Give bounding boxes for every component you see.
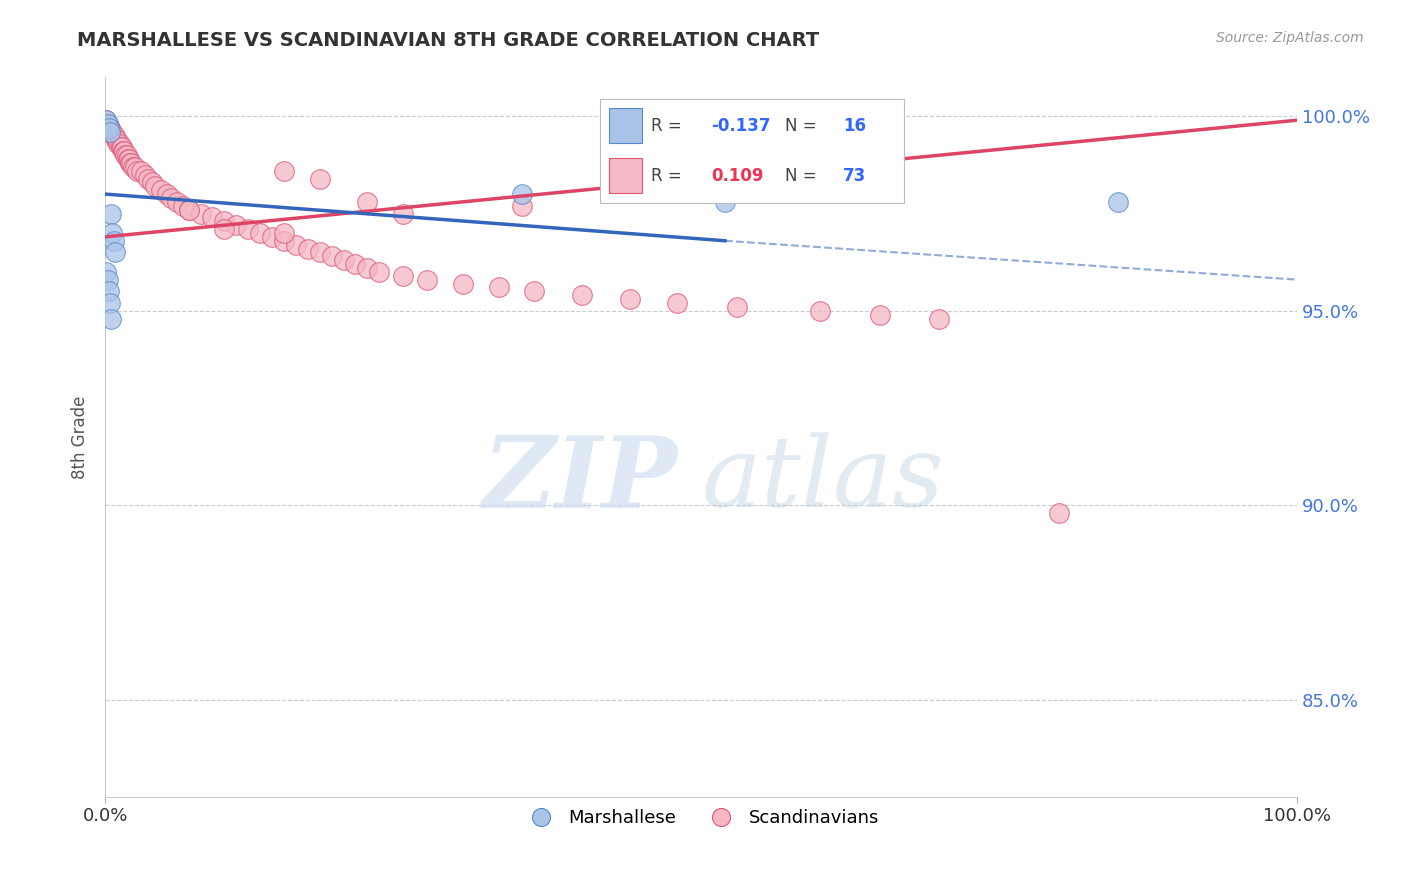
- Point: [118, 152, 141, 166]
- Point: [928, 311, 950, 326]
- Y-axis label: 8th Grade: 8th Grade: [72, 395, 89, 479]
- Point: [172, 199, 194, 213]
- Point: [249, 226, 271, 240]
- Point: [273, 226, 295, 240]
- Point: [368, 265, 391, 279]
- Point: [273, 163, 295, 178]
- Text: atlas: atlas: [702, 433, 943, 528]
- Text: MARSHALLESE VS SCANDINAVIAN 8TH GRADE CORRELATION CHART: MARSHALLESE VS SCANDINAVIAN 8TH GRADE CO…: [77, 31, 820, 50]
- Point: [101, 226, 124, 240]
- Point: [100, 125, 122, 139]
- Point: [177, 202, 200, 217]
- Point: [523, 285, 546, 299]
- Legend: Marshallese, Scandinavians: Marshallese, Scandinavians: [516, 802, 886, 835]
- Point: [97, 120, 120, 135]
- Point: [725, 300, 748, 314]
- Point: [308, 245, 330, 260]
- Point: [392, 206, 415, 220]
- Point: [150, 183, 173, 197]
- Point: [488, 280, 510, 294]
- Point: [159, 191, 181, 205]
- Point: [141, 176, 163, 190]
- Point: [214, 222, 236, 236]
- Point: [96, 265, 118, 279]
- Point: [121, 160, 143, 174]
- Point: [356, 194, 378, 209]
- Point: [214, 214, 236, 228]
- Point: [98, 296, 121, 310]
- Point: [100, 311, 122, 326]
- Point: [110, 140, 132, 154]
- Point: [104, 245, 127, 260]
- Point: [120, 156, 142, 170]
- Point: [308, 171, 330, 186]
- Point: [98, 125, 121, 139]
- Point: [1047, 506, 1070, 520]
- Point: [225, 218, 247, 232]
- Point: [262, 230, 284, 244]
- Point: [124, 160, 146, 174]
- Point: [129, 163, 152, 178]
- Point: [120, 156, 142, 170]
- Point: [101, 125, 124, 139]
- Point: [1107, 194, 1129, 209]
- Point: [136, 171, 159, 186]
- Point: [104, 133, 127, 147]
- Point: [111, 140, 134, 154]
- Point: [117, 152, 139, 166]
- Point: [103, 128, 125, 143]
- Point: [107, 136, 129, 151]
- Point: [134, 168, 156, 182]
- Point: [96, 113, 118, 128]
- Point: [112, 145, 135, 159]
- Point: [451, 277, 474, 291]
- Point: [238, 222, 260, 236]
- Point: [201, 211, 224, 225]
- Point: [869, 308, 891, 322]
- Point: [156, 187, 179, 202]
- Point: [571, 288, 593, 302]
- Text: Source: ZipAtlas.com: Source: ZipAtlas.com: [1216, 31, 1364, 45]
- Point: [97, 120, 120, 135]
- Point: [177, 202, 200, 217]
- Point: [112, 145, 135, 159]
- Point: [416, 272, 439, 286]
- Point: [97, 285, 120, 299]
- Point: [97, 117, 120, 131]
- Point: [100, 206, 122, 220]
- Point: [344, 257, 367, 271]
- Point: [105, 133, 128, 147]
- Text: ZIP: ZIP: [482, 432, 678, 529]
- Point: [98, 120, 121, 135]
- Point: [392, 268, 415, 283]
- Point: [512, 187, 534, 202]
- Point: [97, 272, 120, 286]
- Point: [103, 234, 125, 248]
- Point: [356, 260, 378, 275]
- Point: [284, 237, 307, 252]
- Point: [96, 113, 118, 128]
- Point: [619, 292, 641, 306]
- Point: [332, 253, 354, 268]
- Point: [97, 117, 120, 131]
- Point: [166, 194, 188, 209]
- Point: [666, 296, 689, 310]
- Point: [190, 206, 212, 220]
- Point: [714, 194, 737, 209]
- Point: [114, 148, 136, 162]
- Point: [808, 303, 831, 318]
- Point: [321, 249, 343, 263]
- Point: [297, 242, 319, 256]
- Point: [512, 199, 534, 213]
- Point: [143, 179, 166, 194]
- Point: [104, 128, 127, 143]
- Point: [115, 148, 138, 162]
- Point: [108, 136, 131, 151]
- Point: [273, 234, 295, 248]
- Point: [127, 163, 149, 178]
